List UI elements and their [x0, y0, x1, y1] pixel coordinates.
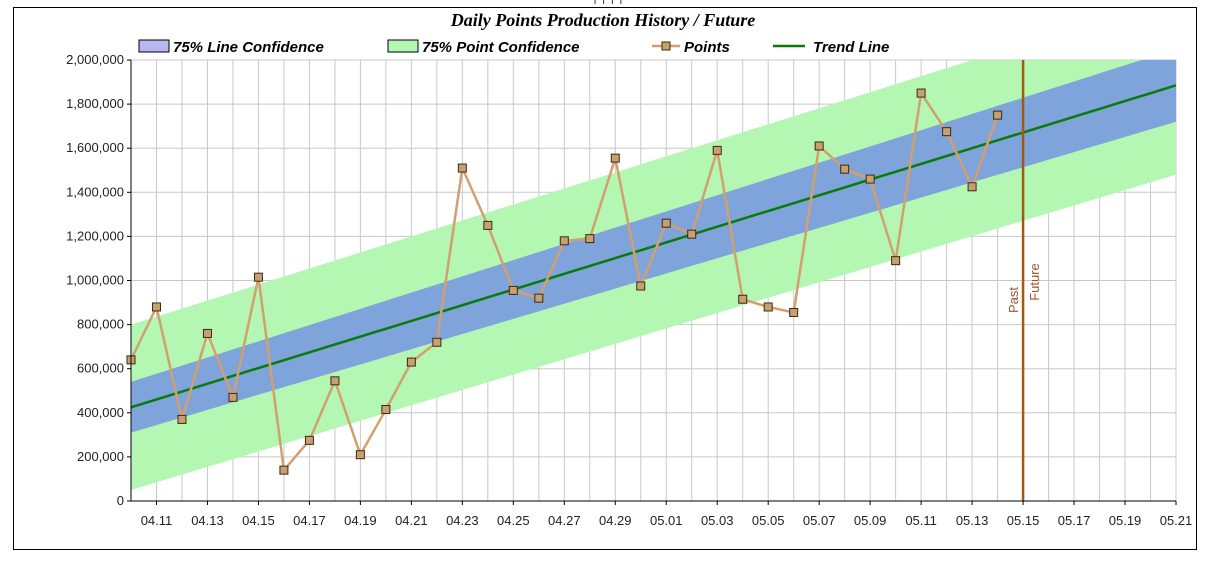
- data-point: [661, 218, 671, 228]
- y-tick-label: 0: [117, 493, 124, 508]
- x-tick-label: 04.11: [141, 513, 173, 528]
- legend-marker-points: [661, 41, 671, 51]
- x-tick-label: 05.03: [701, 513, 734, 528]
- data-point: [891, 256, 901, 266]
- x-tick-label: 05.21: [1160, 513, 1193, 528]
- data-point: [151, 302, 161, 312]
- data-point: [585, 234, 595, 244]
- data-point: [967, 182, 977, 192]
- data-point: [432, 337, 442, 347]
- data-point: [687, 229, 697, 239]
- legend-item-point-confidence: 75% Point Confidence: [387, 39, 580, 56]
- data-point: [865, 174, 875, 184]
- y-tick-label: 1,600,000: [66, 140, 124, 155]
- data-point: [712, 145, 722, 155]
- legend-item-points: Points: [652, 39, 730, 56]
- data-point: [304, 435, 314, 445]
- data-point: [330, 376, 340, 386]
- legend-label-point-confidence: 75% Point Confidence: [422, 39, 580, 56]
- trend-line: [131, 84, 1176, 409]
- x-tick-label: 05.01: [650, 513, 683, 528]
- x-tick-label: 05.13: [956, 513, 989, 528]
- data-point: [738, 294, 748, 304]
- data-point: [177, 414, 187, 424]
- data-point: [508, 285, 518, 295]
- line-confidence-band: [131, 60, 1176, 433]
- x-tick-label: 04.29: [599, 513, 632, 528]
- y-tick-label: 1,200,000: [66, 228, 124, 243]
- data-point: [814, 141, 824, 151]
- data-point: [253, 272, 263, 282]
- legend-swatch-line-confidence: [138, 39, 170, 53]
- data-point: [457, 163, 467, 173]
- data-point: [381, 404, 391, 414]
- x-tick-label: 04.17: [293, 513, 326, 528]
- x-tick-label: 04.15: [242, 513, 275, 528]
- data-point: [355, 450, 365, 460]
- data-point: [636, 281, 646, 291]
- top-nav: ||||: [0, 0, 1216, 6]
- y-tick-label: 1,800,000: [66, 96, 124, 111]
- plot-area: Past Future 0 200,000 400,000 600,000 800,000 1…: [66, 52, 1193, 528]
- x-tick-label: 04.13: [191, 513, 224, 528]
- data-point: [228, 392, 238, 402]
- data-point: [559, 236, 569, 246]
- legend-label-line-confidence: 75% Line Confidence: [173, 39, 324, 56]
- data-point: [202, 328, 212, 338]
- y-tick-label: 800,000: [77, 317, 124, 332]
- x-tick-label: 05.05: [752, 513, 785, 528]
- y-tick-label: 200,000: [77, 449, 124, 464]
- x-tick-label: 04.25: [497, 513, 530, 528]
- legend-item-line-confidence: 75% Line Confidence: [138, 39, 324, 56]
- data-point: [789, 307, 799, 317]
- legend-swatch-point-confidence: [387, 39, 419, 53]
- x-tick-label: 04.19: [344, 513, 377, 528]
- x-tick-label: 05.11: [905, 513, 937, 528]
- data-point: [610, 153, 620, 163]
- divider-label-past: Past: [1006, 287, 1021, 313]
- divider-label-future: Future: [1027, 263, 1042, 301]
- data-point: [763, 302, 773, 312]
- y-tick-label: 1,400,000: [66, 184, 124, 199]
- data-point: [993, 110, 1003, 120]
- y-tick-label: 2,000,000: [66, 52, 124, 67]
- x-tick-label: 05.09: [854, 513, 887, 528]
- x-tick-label: 05.15: [1007, 513, 1040, 528]
- x-tick-label: 04.23: [446, 513, 479, 528]
- legend-item-trend-line: Trend Line: [773, 39, 889, 56]
- x-tick-label: 04.27: [548, 513, 581, 528]
- data-point: [942, 127, 952, 137]
- chart-title: Daily Points Production History / Future: [450, 10, 756, 30]
- legend-label-points: Points: [684, 39, 730, 56]
- legend-label-trend-line: Trend Line: [813, 39, 889, 56]
- data-point: [279, 465, 289, 475]
- data-point: [916, 88, 926, 98]
- x-tick-label: 05.07: [803, 513, 836, 528]
- data-point: [406, 357, 416, 367]
- chart-legend: 75% Line Confidence 75% Point Confidence…: [138, 39, 889, 56]
- y-tick-label: 1,000,000: [66, 273, 124, 288]
- x-tick-label: 04.21: [395, 513, 428, 528]
- data-point: [534, 293, 544, 303]
- x-tick-label: 05.19: [1109, 513, 1142, 528]
- y-tick-label: 600,000: [77, 361, 124, 376]
- y-tick-label: 400,000: [77, 405, 124, 420]
- data-point: [840, 164, 850, 174]
- x-tick-label: 05.17: [1058, 513, 1091, 528]
- data-point: [483, 220, 493, 230]
